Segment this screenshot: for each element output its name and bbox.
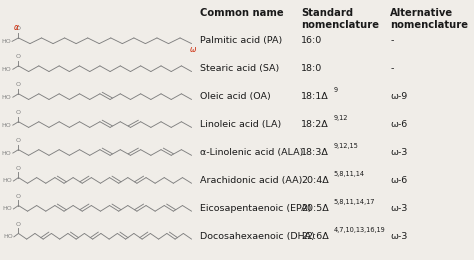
Text: O: O <box>16 82 21 87</box>
Text: Palmitic acid (PA): Palmitic acid (PA) <box>200 36 283 45</box>
Text: 9: 9 <box>333 87 337 93</box>
Text: Alternative
nomenclature: Alternative nomenclature <box>390 9 468 30</box>
Text: HO: HO <box>2 123 11 128</box>
Text: ω-6: ω-6 <box>390 176 407 185</box>
Text: 9,12,15: 9,12,15 <box>333 143 358 149</box>
Text: Eicosapentaenoic (EPA): Eicosapentaenoic (EPA) <box>200 204 311 213</box>
Text: HO: HO <box>2 151 11 155</box>
Text: 18:0: 18:0 <box>301 64 323 73</box>
Text: 20:4Δ: 20:4Δ <box>301 176 329 185</box>
Text: -: - <box>390 64 393 73</box>
Text: Common name: Common name <box>200 9 283 18</box>
Text: 18:2Δ: 18:2Δ <box>301 120 329 129</box>
Text: α: α <box>14 23 19 32</box>
Text: O: O <box>16 166 21 171</box>
Text: 18:1Δ: 18:1Δ <box>301 92 329 101</box>
Text: O: O <box>16 222 21 226</box>
Text: Linoleic acid (LA): Linoleic acid (LA) <box>200 120 281 129</box>
Text: HO: HO <box>1 39 11 44</box>
Text: Docosahexaenoic (DHA): Docosahexaenoic (DHA) <box>200 232 315 241</box>
Text: HO: HO <box>2 67 11 72</box>
Text: 20:5Δ: 20:5Δ <box>301 204 329 213</box>
Text: O: O <box>16 194 21 199</box>
Text: O: O <box>16 110 21 115</box>
Text: 5,8,11,14,17: 5,8,11,14,17 <box>333 199 375 205</box>
Text: Standard
nomenclature: Standard nomenclature <box>301 9 379 30</box>
Text: O: O <box>16 54 21 59</box>
Text: 16:0: 16:0 <box>301 36 323 45</box>
Text: 9,12: 9,12 <box>333 115 348 121</box>
Text: 18:3Δ: 18:3Δ <box>301 148 329 157</box>
Text: ω-9: ω-9 <box>390 92 407 101</box>
Text: HO: HO <box>2 206 12 211</box>
Text: HO: HO <box>2 179 12 184</box>
Text: HO: HO <box>3 234 13 239</box>
Text: ω: ω <box>190 46 196 54</box>
Text: Stearic acid (SA): Stearic acid (SA) <box>200 64 279 73</box>
Text: HO: HO <box>2 95 11 100</box>
Text: Oleic acid (OA): Oleic acid (OA) <box>200 92 271 101</box>
Text: O: O <box>16 138 21 143</box>
Text: ω-6: ω-6 <box>390 120 407 129</box>
Text: 5,8,11,14: 5,8,11,14 <box>333 171 365 177</box>
Text: -: - <box>390 36 393 45</box>
Text: α-Linolenic acid (ALA): α-Linolenic acid (ALA) <box>200 148 303 157</box>
Text: 4,7,10,13,16,19: 4,7,10,13,16,19 <box>333 227 385 233</box>
Text: Arachidonic acid (AA): Arachidonic acid (AA) <box>200 176 302 185</box>
Text: ω-3: ω-3 <box>390 148 408 157</box>
Text: ω-3: ω-3 <box>390 232 408 241</box>
Text: O: O <box>16 26 21 31</box>
Text: ω-3: ω-3 <box>390 204 408 213</box>
Text: 22:6Δ: 22:6Δ <box>301 232 329 241</box>
